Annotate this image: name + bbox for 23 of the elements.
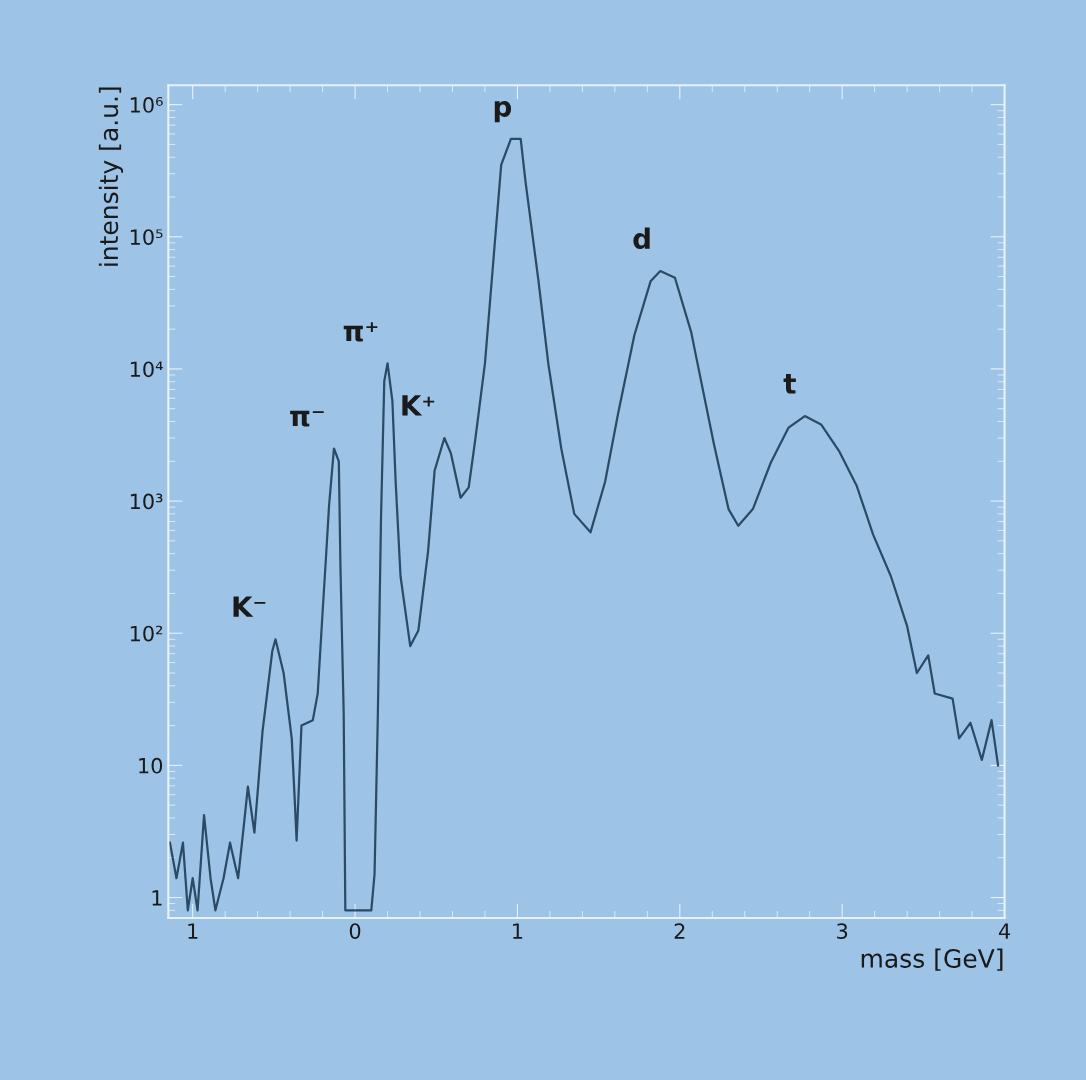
- y-tick-label: 10³: [130, 493, 163, 510]
- y-tick-label: 10⁴: [130, 361, 163, 378]
- y-tick-label: 10⁵: [130, 229, 163, 245]
- x-tick-label: 1: [513, 923, 523, 939]
- x-tick-label: 1: [188, 923, 198, 939]
- x-axis-title: mass [GeV]: [861, 948, 1003, 971]
- annotation: d: [633, 227, 650, 250]
- annotation: p: [494, 100, 512, 123]
- y-tick-label: 10: [139, 757, 163, 774]
- x-tick-label: 2: [674, 923, 685, 939]
- y-axis-title: intensity [a.u.]: [98, 87, 124, 266]
- y-tick-label: 1: [152, 890, 162, 906]
- annotation: K⁻: [233, 596, 266, 617]
- annotation: π⁺: [343, 322, 378, 342]
- annotation: t: [783, 374, 796, 394]
- line-series: [168, 137, 1000, 912]
- x-tick-label: 4: [998, 923, 1011, 939]
- annotation: π⁻: [290, 410, 324, 427]
- y-tick-label: 10²: [130, 625, 163, 642]
- x-tick-label: 0: [349, 923, 361, 939]
- x-tick-label: 3: [837, 923, 848, 939]
- annotation: K⁺: [402, 395, 435, 416]
- y-tick-label: 10⁶: [130, 97, 163, 113]
